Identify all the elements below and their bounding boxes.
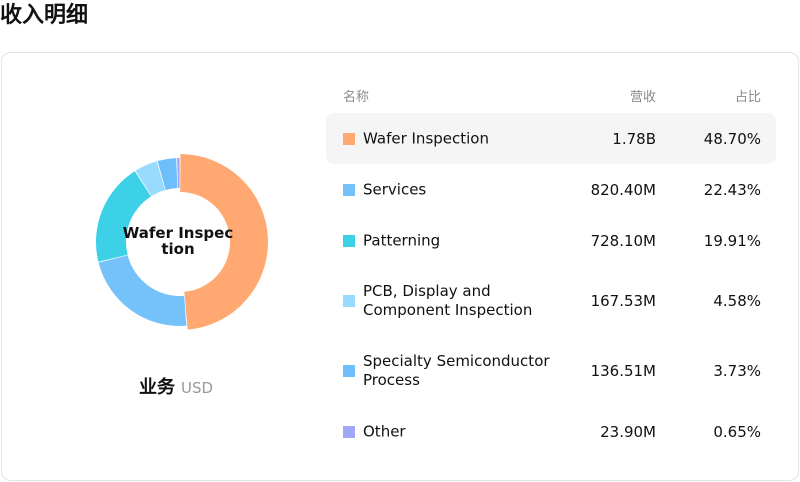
segment-revenue: 167.53M xyxy=(590,292,656,310)
segment-revenue: 23.90M xyxy=(600,422,656,441)
donut-slice[interactable] xyxy=(135,161,166,197)
table-row[interactable]: Other 23.90M 0.65% xyxy=(326,406,776,457)
segment-name: Specialty Semiconductor Process xyxy=(363,352,550,389)
table-body: Wafer Inspection 1.78B 48.70% Services 820.4… xyxy=(326,113,776,457)
table-row[interactable]: Wafer Inspection 1.78B 48.70% xyxy=(326,113,776,164)
segment-name: PCB, Display and Component Inspection xyxy=(363,282,533,319)
legend-swatch xyxy=(343,132,355,145)
donut-slice[interactable] xyxy=(98,255,187,326)
segment-share: 3.73% xyxy=(713,362,761,380)
segment-name: Patterning xyxy=(363,231,441,249)
segment-share: 4.58% xyxy=(713,292,761,310)
header-name: 名称 xyxy=(343,90,370,105)
header-revenue: 营收 xyxy=(629,90,656,105)
chart-caption-title: 业务 xyxy=(138,377,175,398)
donut-slice[interactable] xyxy=(177,158,180,189)
donut-chart xyxy=(96,154,269,330)
segment-share: 0.65% xyxy=(713,422,761,441)
donut-slice[interactable] xyxy=(96,171,151,262)
legend-swatch xyxy=(343,365,355,377)
revenue-table: 名称 营收 占比 Wafer Inspection 1.78B 48.70% Serv… xyxy=(326,81,776,457)
table-row[interactable]: Patterning 728.10M 19.91% xyxy=(326,215,776,266)
donut-center-label: Wafer Inspection xyxy=(122,224,234,258)
segment-name: Wafer Inspection xyxy=(363,129,489,147)
segment-share: 48.70% xyxy=(703,129,761,148)
segment-name: Services xyxy=(363,180,427,198)
legend-swatch xyxy=(343,425,355,438)
legend-swatch xyxy=(343,183,355,196)
table-row[interactable]: PCB, Display and Component Inspection 167… xyxy=(326,266,776,336)
segment-name: Other xyxy=(363,422,406,440)
donut-chart-area: Wafer Inspection 业务 USD xyxy=(2,53,332,482)
segment-revenue: 728.10M xyxy=(590,231,656,250)
table-row[interactable]: Services 820.40M 22.43% xyxy=(326,164,776,215)
chart-caption: 业务 USD xyxy=(2,376,350,400)
donut-slice[interactable] xyxy=(180,154,269,330)
segment-share: 22.43% xyxy=(703,180,761,199)
table-header: 名称 营收 占比 xyxy=(326,81,776,113)
legend-swatch xyxy=(343,234,355,247)
revenue-card: Wafer Inspection 业务 USD 名称 营收 占比 Wafer In… xyxy=(1,52,799,481)
table-row[interactable]: Specialty Semiconductor Process 136.51M 3.… xyxy=(326,336,776,406)
segment-share: 19.91% xyxy=(703,231,761,250)
page-title: 收入明细 xyxy=(0,3,89,28)
chart-caption-unit: USD xyxy=(180,379,214,397)
segment-revenue: 136.51M xyxy=(590,362,656,380)
segment-revenue: 820.40M xyxy=(590,180,656,199)
donut-slice[interactable] xyxy=(157,158,178,190)
legend-swatch xyxy=(343,295,355,307)
segment-revenue: 1.78B xyxy=(612,129,656,148)
header-share: 占比 xyxy=(734,90,761,105)
